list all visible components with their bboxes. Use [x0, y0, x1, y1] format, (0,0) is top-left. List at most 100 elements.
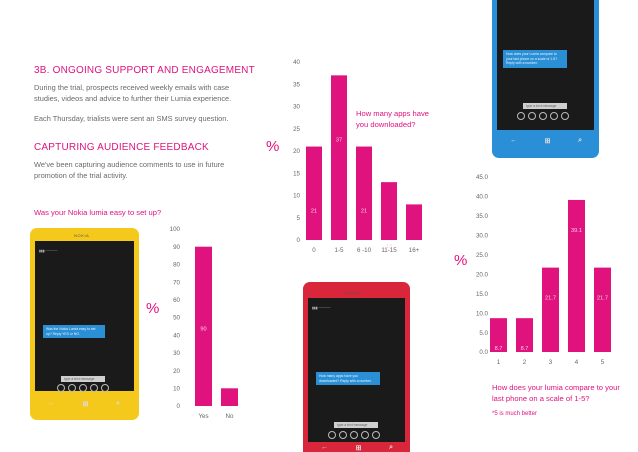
- phone-status-line: ▮▮▮ ─────: [312, 306, 331, 310]
- y-tick-label: 50: [173, 315, 180, 322]
- search-icon: ⌕: [116, 400, 120, 407]
- y-tick-label: 0: [297, 237, 301, 244]
- bar-value-label: 90: [200, 327, 206, 333]
- x-tick-label: Yes: [198, 413, 208, 420]
- y-tick-label: 0.0: [479, 349, 488, 356]
- phone-nav-buttons: ← ⊞ ⌕: [510, 137, 582, 145]
- bar-1: [195, 246, 212, 406]
- bar-3: [356, 146, 372, 240]
- phone-app-bar: [517, 112, 569, 120]
- y-tick-label: 20: [293, 148, 300, 155]
- chart3-question: How does your lumia compare to your last…: [492, 383, 620, 403]
- x-tick-label: 6 -10: [357, 247, 372, 254]
- sms-input: type a text message: [523, 103, 567, 109]
- section-heading: 3B. ONGOING SUPPORT AND ENGAGEMENT: [34, 65, 255, 76]
- phone-screen: ▮▮▮ ───── Was the Nokia Lumia easy to se…: [35, 241, 134, 392]
- chart1-question: Was your Nokia lumia easy to set up?: [34, 208, 162, 217]
- phone-screen: How does your Lumia compare to your last…: [497, 0, 594, 130]
- y-tick-label: 0: [177, 403, 181, 410]
- bar-value-label: 13: [386, 244, 392, 250]
- bar-5: [594, 267, 611, 352]
- yellow-phone: NOKIA ▮▮▮ ───── Was the Nokia Lumia easy…: [30, 228, 139, 420]
- phone-nav-buttons: ← ⊞ ⌕: [321, 444, 393, 452]
- sms-bubble: How does your Lumia compare to your last…: [503, 50, 567, 68]
- back-icon: ←: [48, 400, 55, 407]
- y-tick-label: 5: [297, 215, 301, 222]
- y-tick-label: 20: [173, 368, 180, 375]
- phone-app-bar: [57, 384, 109, 392]
- x-tick-label: No: [226, 413, 234, 420]
- y-tick-label: 30.0: [476, 233, 489, 240]
- bar-5: [406, 204, 422, 240]
- chart1-svg: 010203040506070809010090Yes10No: [170, 226, 238, 420]
- bar-1: [306, 146, 322, 240]
- sms-bubble: How many apps have you downloaded? Reply…: [316, 372, 380, 386]
- bar-2: [331, 75, 347, 240]
- bar-1: [490, 318, 507, 352]
- x-tick-label: 0: [312, 247, 316, 254]
- x-tick-label: 4: [575, 359, 579, 366]
- blue-phone: How does your Lumia compare to your last…: [492, 0, 599, 158]
- y-tick-label: 20.0: [476, 271, 489, 278]
- chart3-percent-label: %: [454, 252, 468, 269]
- y-tick-label: 40: [173, 332, 180, 339]
- phone-brand: NOKIA: [345, 290, 361, 295]
- y-tick-label: 35.0: [476, 213, 489, 220]
- back-icon: ←: [510, 137, 517, 144]
- sms-input: type a text message: [61, 376, 105, 382]
- y-tick-label: 15: [293, 170, 300, 177]
- y-tick-label: 10.0: [476, 310, 489, 317]
- phone-brand: NOKIA: [74, 233, 90, 238]
- red-phone: NOKIA ▮▮▮ ───── How many apps have you d…: [303, 282, 410, 452]
- bar-value-label: 21: [311, 209, 317, 215]
- y-tick-label: 10: [293, 193, 300, 200]
- y-tick-label: 40.0: [476, 194, 489, 201]
- windows-icon: ⊞: [544, 138, 551, 145]
- feedback-heading: CAPTURING AUDIENCE FEEDBACK: [34, 142, 209, 153]
- y-tick-label: 60: [173, 297, 180, 304]
- feedback-paragraph: We've been capturing audience comments t…: [34, 160, 225, 180]
- y-tick-label: 70: [173, 279, 180, 286]
- y-tick-label: 15.0: [476, 291, 489, 298]
- y-tick-label: 5.0: [479, 330, 488, 337]
- y-tick-label: 80: [173, 262, 180, 269]
- y-tick-label: 90: [173, 244, 180, 251]
- section-paragraph-2: Each Thursday, trialists were sent an SM…: [34, 114, 229, 123]
- x-tick-label: 11-15: [381, 247, 397, 254]
- bar-3: [542, 267, 559, 352]
- x-tick-label: 5: [601, 359, 605, 366]
- bar-4: [568, 199, 585, 352]
- search-icon: ⌕: [389, 444, 393, 451]
- chart1-percent-label: %: [146, 300, 160, 317]
- y-tick-label: 35: [293, 81, 300, 88]
- y-tick-label: 25.0: [476, 252, 489, 259]
- windows-icon: ⊞: [355, 445, 362, 452]
- windows-icon: ⊞: [82, 401, 89, 408]
- chart2-percent-label: %: [266, 138, 280, 155]
- bar-2: [516, 318, 533, 352]
- y-tick-label: 25: [293, 126, 300, 133]
- chart3-svg: 0.0 5.0 10.0 15.0 20.0 25.0 30.0 35.0 40.0 45.0 8.…: [476, 174, 611, 366]
- bar-2: [221, 388, 238, 406]
- chart2-question: How many apps have you downloaded?: [356, 109, 430, 129]
- y-tick-label: 100: [170, 226, 181, 233]
- bar-value-label: 21: [361, 209, 367, 215]
- bar-value-label: 37: [336, 137, 342, 143]
- bar-value-label: 21.7: [597, 296, 608, 302]
- x-tick-label: 1-5: [335, 247, 345, 254]
- section-paragraph-1: During the trial, prospects received wee…: [34, 83, 232, 103]
- chart3-note: *5 is much better: [492, 411, 538, 417]
- sms-bubble: Was the Nokia Lumia easy to set up? Repl…: [43, 325, 105, 339]
- x-tick-label: 3: [549, 359, 553, 366]
- phone-screen: ▮▮▮ ───── How many apps have you downloa…: [308, 298, 405, 442]
- y-tick-label: 30: [173, 350, 180, 357]
- phone-nav-buttons: ← ⊞ ⌕: [48, 400, 120, 408]
- phone-app-bar: [328, 431, 380, 439]
- x-tick-label: 2: [523, 359, 527, 366]
- y-tick-label: 40: [293, 59, 300, 66]
- y-tick-label: 45.0: [476, 174, 489, 181]
- phone-status-line: ▮▮▮ ─────: [39, 249, 58, 253]
- sms-input: type a text message: [334, 422, 378, 428]
- bar-4: [381, 182, 397, 240]
